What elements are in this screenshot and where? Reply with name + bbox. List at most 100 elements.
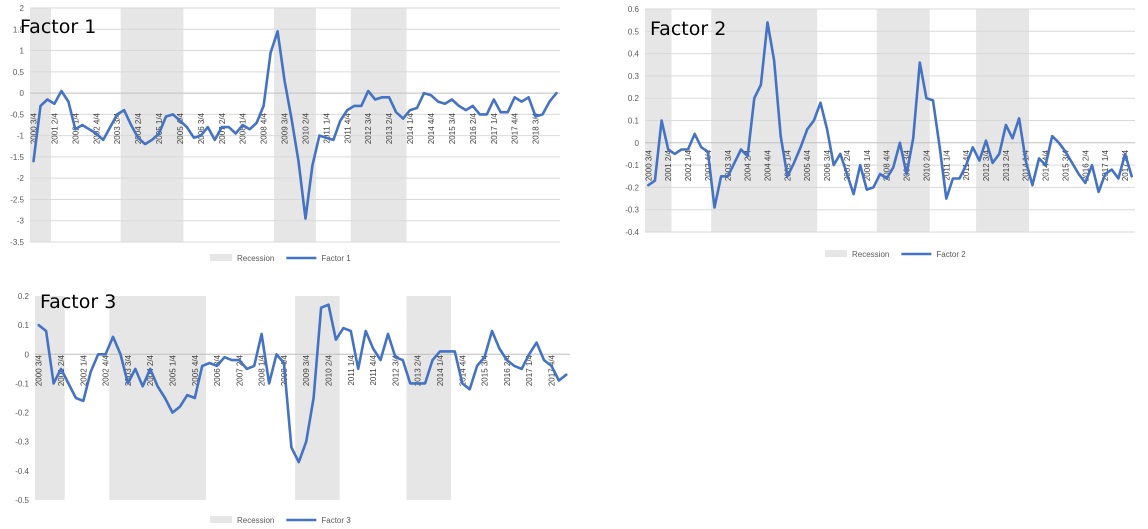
- recession-band-2: [109, 296, 206, 500]
- x-tick-label: 2010 2/4: [301, 112, 310, 144]
- x-tick-label: 2004 2/4: [744, 149, 753, 181]
- x-tick-label: 2013 2/4: [1002, 149, 1011, 181]
- x-tick-label: 2012 3/4: [391, 354, 400, 386]
- y-tick-label: 0: [25, 350, 30, 359]
- factor-1-chart: 2 1.5 1 0.5 0 -0.5 -1 -1.5 -2 -2.5 -3 -3.5 2000 3/4 2…: [10, 4, 560, 263]
- x-tick-label: 2017 4/4: [547, 354, 556, 386]
- x-tick-label: 2011 4/4: [343, 112, 352, 143]
- x-tick-label: 2007 2/4: [843, 149, 852, 181]
- y-tick-label: -1: [17, 132, 25, 141]
- x-tick-label: 2005 1/4: [168, 354, 177, 386]
- y-tick-label: -0.2: [15, 409, 29, 418]
- y-tick-label: 0: [20, 89, 25, 98]
- legend-recession-swatch: [825, 250, 847, 257]
- y-tick-label: 2: [20, 4, 25, 13]
- x-tick-label: 2009 3/4: [281, 112, 290, 144]
- x-tick-label: 2008 1/4: [239, 112, 248, 144]
- y-tick-label: 0.5: [13, 68, 25, 77]
- chart-title: Factor 3: [40, 291, 116, 313]
- x-tick-label: 2013 2/4: [385, 112, 394, 144]
- y-tick-label: 0.3: [628, 72, 640, 81]
- chart-title: Factor 1: [20, 16, 96, 38]
- y-tick-label: 0.4: [628, 50, 640, 59]
- y-tick-label: -0.3: [15, 438, 29, 447]
- legend-recession-label: Recession: [237, 516, 274, 525]
- x-tick-label: 2017 1/4: [1101, 149, 1110, 181]
- x-tick-label: 2010 2/4: [922, 149, 931, 181]
- legend-factor-label: Factor 1: [321, 254, 351, 263]
- legend-recession-label: Recession: [237, 254, 274, 263]
- factor-series-line: [647, 21, 1133, 209]
- x-tick-label: 2017 1/4: [525, 354, 534, 386]
- x-tick-label: 2015 3/4: [481, 354, 490, 386]
- y-tick-label: 0.2: [628, 94, 640, 103]
- x-tick-label: 2008 4/4: [260, 112, 269, 144]
- legend-recession-swatch: [210, 254, 232, 261]
- x-tick-label: 2005 4/4: [176, 112, 185, 144]
- x-tick-label: 2008 1/4: [258, 354, 267, 386]
- factor-series-line: [37, 303, 568, 464]
- recession-band-4: [350, 8, 407, 242]
- x-tick-label: 2005 4/4: [191, 354, 200, 386]
- legend-factor-label: Factor 2: [936, 250, 966, 259]
- x-tick-label: 2004 4/4: [764, 149, 773, 181]
- x-tick-label: 2012 3/4: [982, 149, 991, 181]
- x-tick-label: 2002 1/4: [684, 149, 693, 181]
- x-tick-label: 2003 3/4: [113, 112, 122, 144]
- x-tick-label: 2011 1/4: [347, 354, 356, 385]
- legend-recession-label: Recession: [852, 250, 889, 259]
- y-tick-label: -2.5: [10, 195, 24, 204]
- x-tick-label: 2014 4/4: [427, 112, 436, 144]
- legend-recession-swatch: [210, 516, 232, 523]
- y-tick-label: -3: [17, 217, 25, 226]
- y-tick-label: -0.1: [625, 161, 639, 170]
- y-tick-label: 0.1: [628, 117, 640, 126]
- x-tick-label: 2010 2/4: [325, 354, 334, 386]
- x-tick-label: 2011 1/4: [322, 112, 331, 143]
- factor-2-chart: 0.6 0.5 0.4 0.3 0.2 0.1 0 -0.1 -0.2 -0.3 -0.4 2000 …: [625, 5, 1135, 259]
- x-tick-label: 2000 3/4: [644, 149, 653, 181]
- y-tick-label: 0.1: [18, 321, 30, 330]
- x-tick-label: 2006 3/4: [823, 149, 832, 181]
- recession-band-1: [35, 296, 65, 500]
- x-tick-label: 2002 1/4: [79, 354, 88, 386]
- chart-title: Factor 2: [650, 18, 726, 40]
- x-tick-label: 2004 2/4: [134, 112, 143, 144]
- legend-factor-label: Factor 3: [321, 516, 351, 525]
- recession-band-1: [30, 8, 51, 242]
- x-tick-label: 2014 1/4: [406, 112, 415, 144]
- y-tick-label: -0.2: [625, 183, 639, 192]
- factor-series-line: [32, 30, 558, 220]
- y-tick-label: 0.2: [18, 292, 30, 301]
- x-tick-label: 2002 4/4: [102, 354, 111, 386]
- x-tick-label: 2001 2/4: [664, 149, 673, 181]
- x-tick-label: 2000 3/4: [35, 354, 44, 386]
- x-tick-label: 2006 3/4: [213, 354, 222, 386]
- y-tick-label: -1.5: [10, 153, 24, 162]
- y-tick-label: 1.5: [13, 25, 25, 34]
- x-tick-label: 2003 3/4: [124, 354, 133, 386]
- x-tick-label: 2012 3/4: [364, 112, 373, 144]
- x-tick-label: 2016 2/4: [503, 354, 512, 386]
- y-tick-label: 0.5: [628, 27, 640, 36]
- y-tick-label: -0.5: [10, 110, 24, 119]
- x-tick-label: 2014 1/4: [436, 354, 445, 386]
- x-tick-label: 2009 3/4: [302, 354, 311, 386]
- x-tick-label: 2017 1/4: [490, 112, 499, 144]
- recession-band-4: [406, 296, 452, 500]
- x-tick-label: 2002 4/4: [92, 112, 101, 144]
- x-tick-label: 2008 1/4: [863, 149, 872, 181]
- x-tick-label: 2005 4/4: [803, 149, 812, 181]
- x-tick-label: 2005 1/4: [783, 149, 792, 181]
- y-tick-label: -0.4: [625, 228, 639, 237]
- x-tick-label: 2007 2/4: [235, 354, 244, 386]
- recession-band-3: [295, 296, 340, 500]
- y-tick-label: 1: [20, 47, 25, 56]
- x-tick-label: 2003 3/4: [724, 149, 733, 181]
- x-tick-label: 2008 4/4: [883, 149, 892, 181]
- x-tick-label: 2006 3/4: [197, 112, 206, 144]
- x-tick-label: 2017 4/4: [1121, 149, 1130, 181]
- x-tick-label: 2017 4/4: [511, 112, 520, 144]
- x-tick-label: 2013 2/4: [414, 354, 423, 386]
